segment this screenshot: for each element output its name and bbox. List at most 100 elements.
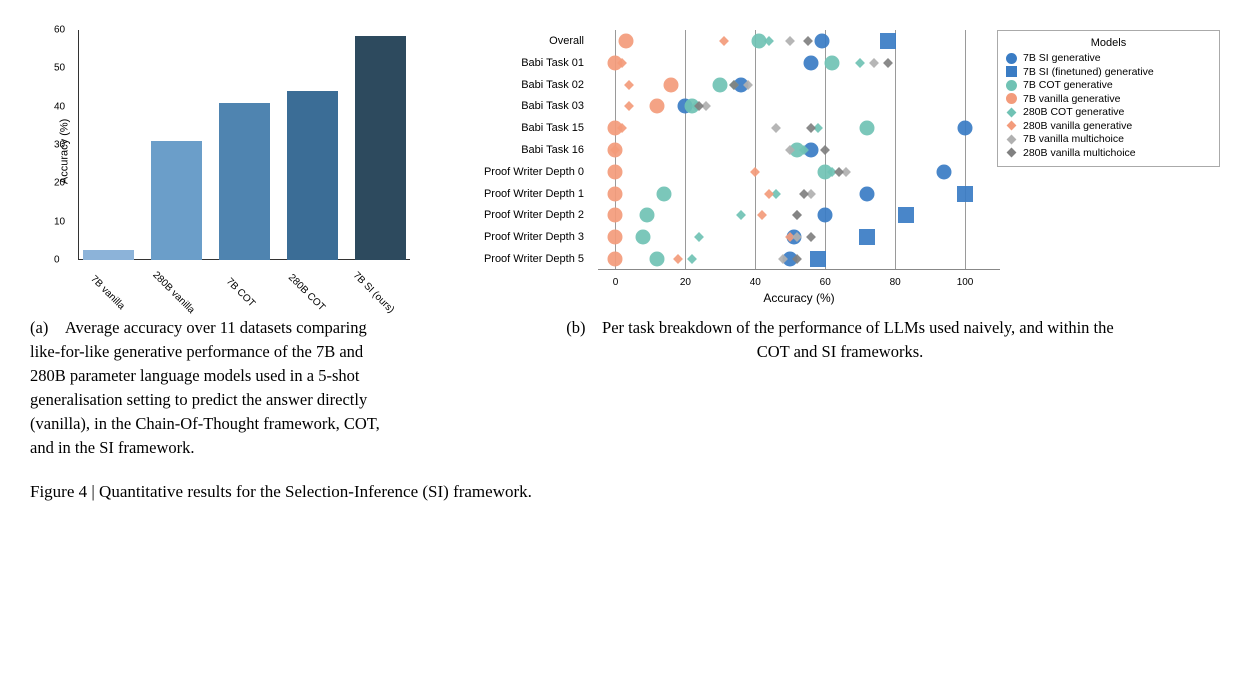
legend-marker [1006,53,1017,64]
data-point [792,211,802,221]
legend-marker [1006,120,1017,131]
scatter-row-label: Babi Task 02 [460,79,590,91]
data-point [937,164,952,179]
data-point [736,211,746,221]
scatter-row-label: Proof Writer Depth 1 [460,188,590,200]
data-point [687,254,697,264]
data-point [785,36,795,46]
data-point [806,232,816,242]
data-point [855,58,865,68]
bar [151,141,202,260]
legend-item: 7B vanilla multichoice [1006,133,1211,145]
gridline [895,30,896,269]
legend-marker [1006,147,1017,158]
data-point [869,58,879,68]
data-point [771,123,781,133]
scatter-row-label: Babi Task 15 [460,122,590,134]
data-point [750,167,760,177]
bar-ytick: 0 [54,255,60,266]
data-point [834,167,844,177]
bar-ytick: 60 [54,25,65,36]
data-point [764,36,774,46]
legend-item: 280B vanilla generative [1006,120,1211,132]
data-point [657,186,672,201]
legend-item: 7B SI generative [1006,52,1211,64]
panel-b: Accuracy (%) Models 7B SI generative 7B S… [460,20,1220,364]
gridline [685,30,686,269]
legend-item: 280B vanilla multichoice [1006,147,1211,159]
data-point [639,208,654,223]
data-point [625,101,635,111]
legend: Models 7B SI generative 7B SI (finetuned)… [997,30,1220,167]
scatter-xtick: 60 [820,277,831,288]
data-point [764,189,774,199]
data-point [810,251,826,267]
figure-main-caption: Figure 4 | Quantitative results for the … [30,482,1220,502]
data-point [608,252,623,267]
scatter-row-label: Babi Task 03 [460,100,590,112]
bar [83,250,134,260]
scatter-row-label: Proof Writer Depth 0 [460,166,590,178]
legend-label: 280B vanilla multichoice [1023,147,1136,159]
legend-label: 7B SI (finetuned) generative [1023,66,1154,78]
data-point [803,36,813,46]
data-point [814,33,829,48]
panel-a: Accuracy (%) 7B vanilla280B vanilla7B CO… [30,20,430,460]
data-point [825,55,840,70]
data-point [608,230,623,245]
scatter-row-label: Overall [460,35,590,47]
data-point [898,207,914,223]
caption-b: (b) Per task breakdown of the performanc… [560,316,1120,364]
legend-item: 280B COT generative [1006,106,1211,118]
data-point [608,186,623,201]
legend-label: 7B vanilla generative [1023,93,1120,105]
legend-label: 280B COT generative [1023,106,1124,118]
data-point [820,145,830,155]
data-point [608,164,623,179]
legend-marker [1006,107,1017,118]
bar-plot-area [78,30,410,260]
legend-item: 7B SI (finetuned) generative [1006,66,1211,78]
legend-marker [1006,134,1017,145]
legend-marker [1006,80,1017,91]
scatter-row-label: Proof Writer Depth 2 [460,209,590,221]
bar-chart: Accuracy (%) 7B vanilla280B vanilla7B CO… [30,20,430,310]
scatter-row-label: Proof Writer Depth 3 [460,231,590,243]
bar-ytick: 40 [54,101,65,112]
legend-title: Models [1006,37,1211,49]
scatter-xtick: 100 [957,277,974,288]
data-point [694,232,704,242]
data-point [799,189,809,199]
bar [355,36,406,260]
data-point [880,33,896,49]
legend-marker [1006,93,1017,104]
legend-label: 7B vanilla multichoice [1023,133,1124,145]
data-point [719,36,729,46]
data-point [860,121,875,136]
data-point [650,252,665,267]
bar [219,103,270,260]
scatter-xtick: 20 [680,277,691,288]
scatter-chart: Accuracy (%) Models 7B SI generative 7B S… [460,20,1220,310]
data-point [625,80,635,90]
caption-a: (a) Average accuracy over 11 datasets co… [30,316,400,460]
data-point [818,208,833,223]
data-point [804,55,819,70]
legend-label: 7B COT generative [1023,79,1113,91]
data-point [664,77,679,92]
data-point [713,77,728,92]
bar-ytick: 50 [54,63,65,74]
data-point [673,254,683,264]
scatter-xlabel: Accuracy (%) [763,291,834,305]
data-point [957,186,973,202]
data-point [757,211,767,221]
data-point [859,229,875,245]
figure-row: Accuracy (%) 7B vanilla280B vanilla7B CO… [30,20,1220,460]
legend-label: 7B SI generative [1023,52,1101,64]
legend-item: 7B COT generative [1006,79,1211,91]
gridline [755,30,756,269]
legend-marker [1006,66,1017,77]
bar-ytick: 30 [54,140,65,151]
data-point [636,230,651,245]
data-point [958,121,973,136]
